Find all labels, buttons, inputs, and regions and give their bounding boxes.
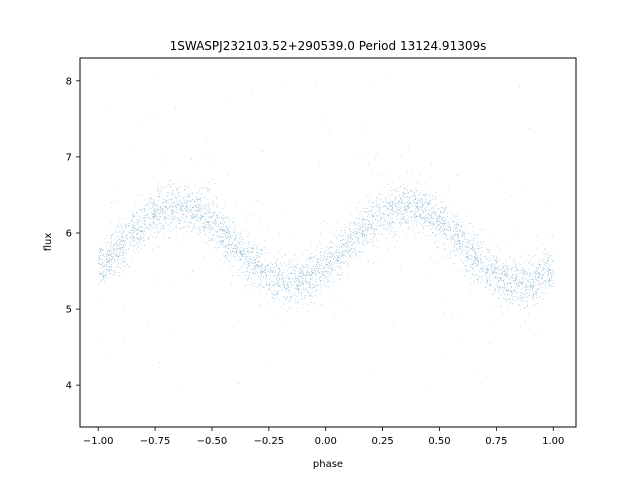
y-tick-label: 4 — [66, 381, 72, 392]
x-tick-label: 1.00 — [542, 436, 564, 447]
y-axis-ticks: 4 5 6 7 8 — [66, 76, 80, 392]
x-tick-label: 0.50 — [428, 436, 450, 447]
x-tick-label: −0.50 — [197, 436, 228, 447]
x-tick-label: −0.25 — [254, 436, 285, 447]
x-axis-ticks: −1.00 −0.75 −0.50 −0.25 0.00 0.25 0.50 0.75 1.00 — [83, 427, 564, 447]
plot-frame — [79, 57, 577, 428]
y-tick-label: 6 — [66, 228, 72, 239]
x-axis-label: phase — [313, 459, 343, 470]
x-tick-label: 0.00 — [315, 436, 337, 447]
x-tick-label: 0.75 — [485, 436, 507, 447]
x-tick-label: −0.75 — [140, 436, 171, 447]
y-tick-label: 7 — [66, 152, 72, 163]
x-tick-label: −1.00 — [83, 436, 114, 447]
data-points — [98, 75, 554, 388]
y-axis-label: flux — [43, 233, 54, 252]
y-tick-label: 5 — [66, 305, 72, 316]
y-tick-label: 8 — [66, 76, 72, 87]
chart-title: 1SWASPJ232103.52+290539.0 Period 13124.9… — [170, 39, 487, 53]
x-tick-label: 0.25 — [371, 436, 393, 447]
scatter-points — [98, 75, 554, 388]
